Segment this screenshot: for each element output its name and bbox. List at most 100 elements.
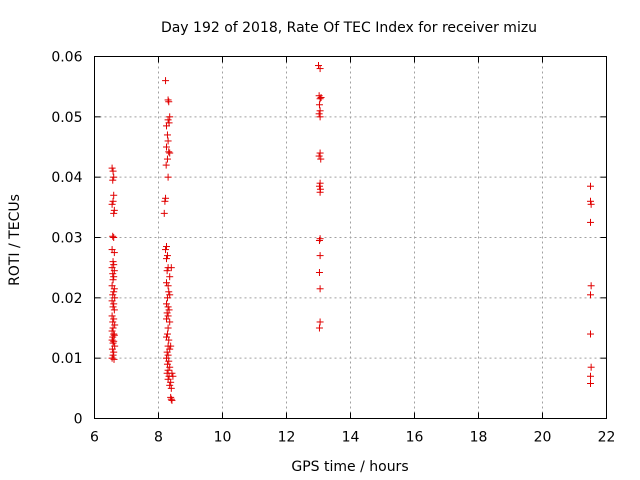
data-point <box>110 331 118 339</box>
y-tick-label: 0.03 <box>51 231 82 247</box>
data-point <box>166 113 174 121</box>
data-point <box>110 330 118 338</box>
data-point <box>110 348 118 356</box>
data-point <box>165 288 173 296</box>
data-point <box>110 355 118 363</box>
data-point <box>163 330 171 338</box>
data-point <box>108 336 116 344</box>
data-point <box>110 234 118 241</box>
data-point <box>587 200 595 208</box>
data-point <box>164 173 172 181</box>
data-point <box>161 197 169 205</box>
data-point <box>316 95 324 103</box>
x-tick-label: 8 <box>154 430 163 446</box>
x-tick-label: 12 <box>278 430 296 446</box>
data-point <box>167 264 175 272</box>
data-point <box>160 209 168 217</box>
data-point <box>317 155 325 163</box>
data-point <box>587 330 594 338</box>
data-point <box>316 107 324 115</box>
data-point <box>163 255 170 263</box>
chart-title: Day 192 of 2018, Rate Of TEC Index for r… <box>161 20 537 36</box>
grid <box>94 56 607 419</box>
data-point <box>110 306 118 314</box>
data-point <box>587 282 595 290</box>
data-point <box>167 393 175 401</box>
data-point <box>110 288 118 296</box>
data-point <box>162 161 170 169</box>
data-point <box>108 164 116 172</box>
data-point <box>315 152 323 160</box>
data-point <box>165 98 173 106</box>
data-point <box>164 303 172 311</box>
data-point <box>110 267 118 275</box>
x-tick-label: 20 <box>534 430 552 446</box>
data-point <box>316 149 324 157</box>
data-point <box>315 101 323 109</box>
data-point <box>109 232 117 240</box>
data-point <box>108 312 116 320</box>
data-point <box>587 218 594 226</box>
data-point <box>166 318 174 326</box>
data-point <box>110 206 118 214</box>
data-point <box>316 113 324 121</box>
data-point <box>587 197 594 205</box>
x-tick-label: 22 <box>598 430 616 446</box>
data-point <box>317 94 325 102</box>
x-tick-label: 16 <box>406 430 424 446</box>
data-point <box>109 197 117 205</box>
data-point <box>110 261 118 269</box>
data-point <box>163 243 170 251</box>
data-point <box>164 351 172 359</box>
data-point <box>316 285 324 293</box>
data-point <box>163 155 171 163</box>
data-point <box>110 249 118 257</box>
data-point <box>167 395 175 403</box>
data-points <box>108 62 595 404</box>
data-point <box>315 110 323 118</box>
data-point <box>163 252 171 260</box>
data-point <box>109 291 117 299</box>
x-tick-label: 18 <box>470 430 488 446</box>
data-point <box>587 380 594 388</box>
y-tick-label: 0.02 <box>51 291 82 307</box>
data-point <box>315 268 323 276</box>
y-tick-label: 0.01 <box>51 351 82 367</box>
data-point <box>110 209 118 217</box>
data-point <box>316 235 324 243</box>
data-point <box>162 194 170 202</box>
data-point <box>587 372 594 380</box>
data-point <box>165 357 173 365</box>
data-point <box>316 252 324 260</box>
data-point <box>162 77 170 85</box>
data-point <box>166 381 174 389</box>
data-point <box>110 191 118 199</box>
data-point <box>109 176 117 184</box>
x-axis-label: GPS time / hours <box>291 459 408 475</box>
data-point <box>168 396 176 404</box>
data-point <box>164 324 172 332</box>
data-point <box>163 300 170 308</box>
data-point <box>165 336 173 344</box>
data-point <box>587 182 594 190</box>
data-point <box>164 312 172 320</box>
data-point <box>316 318 324 326</box>
data-point <box>110 315 118 323</box>
plot-frame <box>94 56 607 419</box>
data-point <box>165 306 173 314</box>
data-point <box>164 282 172 290</box>
axis-ticks: 6 8 10 12 14 16 18 20 22 0 0.01 0.02 0.03 0.04 0.05 0.0… <box>51 50 615 446</box>
data-point <box>163 122 170 130</box>
data-point <box>163 294 171 302</box>
x-tick-label: 14 <box>342 430 360 446</box>
data-point <box>316 188 324 196</box>
y-tick-label: 0.05 <box>51 110 82 126</box>
data-point <box>315 182 323 190</box>
data-point <box>164 96 172 104</box>
data-point <box>109 303 117 311</box>
data-point <box>164 366 172 374</box>
x-tick-label: 6 <box>90 430 99 446</box>
data-point <box>167 384 175 392</box>
data-point <box>167 378 175 386</box>
